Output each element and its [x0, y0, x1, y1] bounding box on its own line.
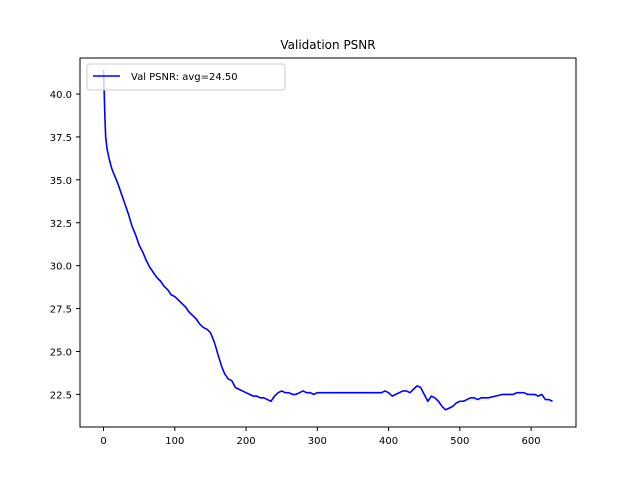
x-tick-label: 600: [522, 436, 541, 447]
y-tick-label: 40.0: [50, 90, 72, 101]
y-tick-label: 37.5: [50, 133, 72, 144]
y-tick-label: 25.0: [50, 347, 72, 358]
chart-title: Validation PSNR: [280, 38, 375, 52]
legend: Val PSNR: avg=24.50: [87, 64, 285, 90]
x-tick-label: 100: [165, 436, 184, 447]
x-tick-label: 300: [308, 436, 327, 447]
legend-label: Val PSNR: avg=24.50: [131, 72, 238, 83]
x-tick-label: 400: [379, 436, 398, 447]
x-tick-label: 200: [236, 436, 255, 447]
y-tick-label: 30.0: [50, 262, 72, 273]
y-tick-label: 22.5: [50, 390, 72, 401]
y-tick-label: 27.5: [50, 305, 72, 316]
x-tick-label: 500: [450, 436, 469, 447]
x-tick-label: 0: [100, 436, 106, 447]
y-tick-label: 35.0: [50, 176, 72, 187]
y-tick-label: 32.5: [50, 219, 72, 230]
